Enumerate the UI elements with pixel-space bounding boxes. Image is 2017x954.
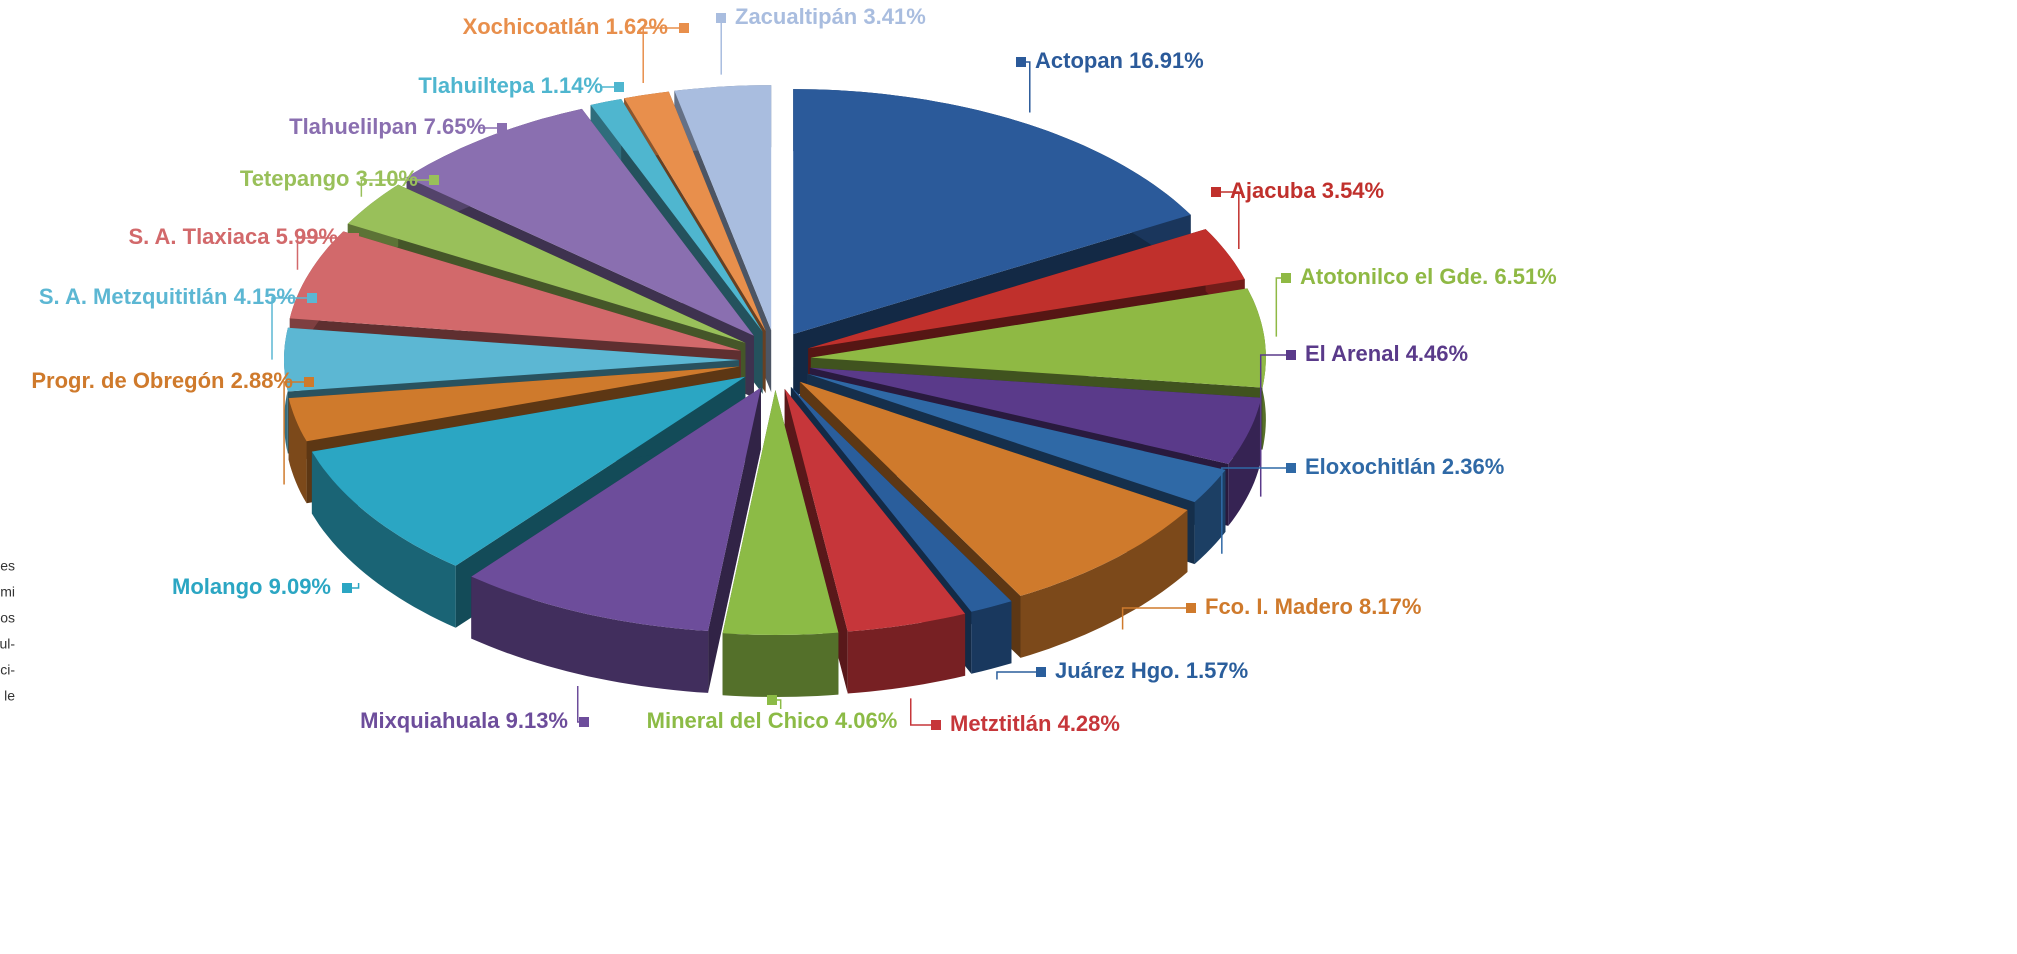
slice-label: Xochicoatlán 1.62% [463,14,668,39]
label-value: 3.41% [863,4,925,29]
slice-label: Ajacuba 3.54% [1230,178,1384,203]
label-value: 6.51% [1494,264,1556,289]
slice-label: Juárez Hgo. 1.57% [1055,658,1248,683]
label-name: Tlahuelilpan [289,114,417,139]
slice-label: Metztitlán 4.28% [950,711,1120,736]
label-value: 1.62% [606,14,668,39]
label-value: 4.15% [234,284,296,309]
leader-line [1123,608,1191,629]
slice-label: Tlahuelilpan 7.65% [289,114,486,139]
slice-label: El Arenal 4.46% [1305,341,1468,366]
label-value: 3.54% [1322,178,1384,203]
slice-label: Mineral del Chico 4.06% [647,708,898,733]
label-name: El Arenal [1305,341,1400,366]
slice-label: S. A. Metzquititlán 4.15% [39,284,296,309]
label-value: 5.99% [276,224,338,249]
side-text: ci- [0,662,15,678]
label-name: S. A. Tlaxiaca [128,224,270,249]
label-name: Fco. I. Madero [1205,594,1353,619]
slice-label: Tetepango 3.10% [240,166,418,191]
slice-side [723,633,839,697]
label-value: 8.17% [1359,594,1421,619]
label-name: Juárez Hgo. [1055,658,1180,683]
label-marker [1016,57,1026,67]
label-marker [931,720,941,730]
label-marker [679,23,689,33]
slice-label: Fco. I. Madero 8.17% [1205,594,1421,619]
label-marker [614,82,624,92]
label-marker [429,175,439,185]
leader-line [1276,278,1286,337]
label-name: Metztitlán [950,711,1051,736]
label-name: Progr. de Obregón [31,368,224,393]
label-marker [716,13,726,23]
slice-side [971,601,1011,674]
label-name: Mixquiahuala [360,708,500,733]
slice-label: Atotonilco el Gde. 6.51% [1300,264,1557,289]
label-name: Molango [172,574,262,599]
slice-label: Molango 9.09% [172,574,331,599]
slice-label: Actopan 16.91% [1035,48,1204,73]
label-value: 1.14% [541,73,603,98]
label-value: 16.91% [1129,48,1204,73]
label-marker [307,293,317,303]
label-marker [579,717,589,727]
label-value: 2.36% [1442,454,1504,479]
label-marker [497,123,507,133]
label-name: Eloxochitlán [1305,454,1436,479]
label-value: 7.65% [424,114,486,139]
label-name: Ajacuba [1230,178,1316,203]
label-value: 2.88% [231,368,293,393]
label-marker [304,377,314,387]
side-text: le [4,688,15,704]
label-value: 1.57% [1186,658,1248,683]
label-value: 9.13% [506,708,568,733]
label-name: Xochicoatlán [463,14,600,39]
leader-line [1021,62,1030,113]
label-marker [342,583,352,593]
label-value: 4.46% [1406,341,1468,366]
label-name: Actopan [1035,48,1123,73]
slice-label: S. A. Tlaxiaca 5.99% [128,224,338,249]
label-value: 4.28% [1058,711,1120,736]
side-text: mi [0,584,15,600]
label-value: 4.06% [835,708,897,733]
label-marker [767,695,777,705]
label-marker [349,233,359,243]
slice-label: Progr. de Obregón 2.88% [31,368,293,393]
label-marker [1286,463,1296,473]
label-name: Atotonilco el Gde. [1300,264,1488,289]
side-text: es [0,558,15,574]
label-name: Tlahuiltepa [418,73,535,98]
label-name: S. A. Metzquititlán [39,284,228,309]
label-marker [1186,603,1196,613]
label-marker [1036,667,1046,677]
label-name: Tetepango [240,166,350,191]
label-marker [1281,273,1291,283]
label-marker [1211,187,1221,197]
label-value: 3.10% [356,166,418,191]
label-marker [1286,350,1296,360]
label-name: Zacualtipán [735,4,857,29]
leader-line [578,686,584,722]
label-name: Mineral del Chico [647,708,829,733]
side-text: ul- [0,636,15,652]
slice-label: Zacualtipán 3.41% [735,4,926,29]
slice-label: Eloxochitlán 2.36% [1305,454,1504,479]
side-text: os [0,610,15,626]
slice-label: Tlahuiltepa 1.14% [418,73,603,98]
label-value: 9.09% [269,574,331,599]
slice-label: Mixquiahuala 9.13% [360,708,568,733]
leader-line [997,672,1041,680]
